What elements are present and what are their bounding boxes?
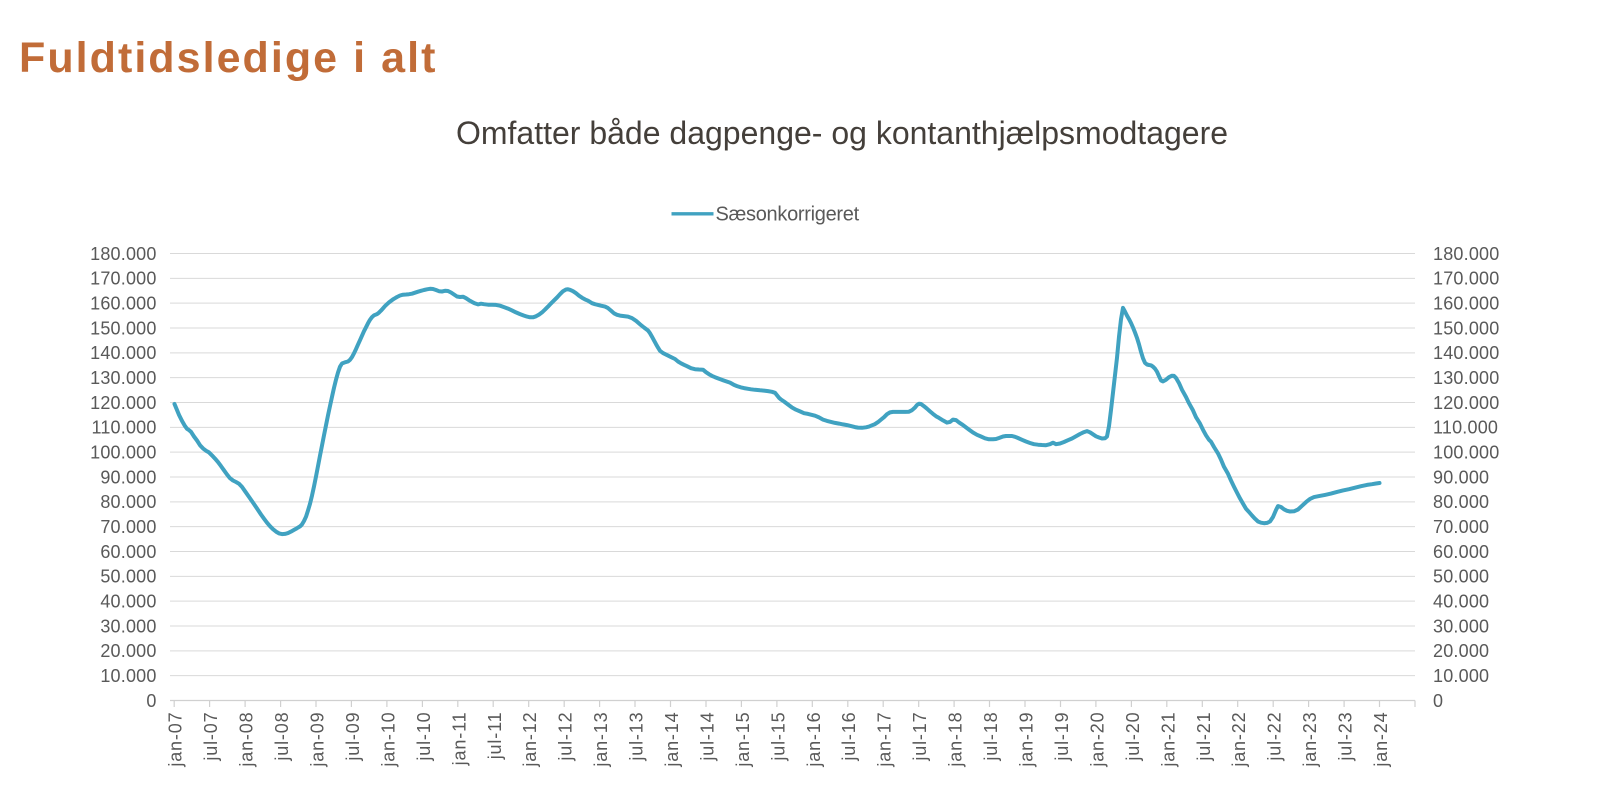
svg-text:jan-08: jan-08 xyxy=(237,712,257,768)
svg-text:jul-21: jul-21 xyxy=(1194,712,1214,762)
svg-text:jan-17: jan-17 xyxy=(875,712,895,768)
svg-text:jul-09: jul-09 xyxy=(343,712,363,762)
svg-text:50.000: 50.000 xyxy=(100,567,156,587)
svg-text:jan-22: jan-22 xyxy=(1229,712,1249,768)
svg-text:80.000: 80.000 xyxy=(1433,492,1489,512)
svg-text:180.000: 180.000 xyxy=(1433,244,1499,264)
svg-text:jan-12: jan-12 xyxy=(520,712,540,768)
svg-text:jul-12: jul-12 xyxy=(556,712,576,762)
svg-text:jan-13: jan-13 xyxy=(591,712,611,768)
svg-text:jul-17: jul-17 xyxy=(910,712,930,762)
svg-text:160.000: 160.000 xyxy=(90,294,156,314)
svg-text:10.000: 10.000 xyxy=(1433,666,1489,686)
svg-text:jan-19: jan-19 xyxy=(1017,712,1037,768)
svg-text:jan-21: jan-21 xyxy=(1158,712,1178,768)
svg-text:jul-20: jul-20 xyxy=(1123,712,1143,762)
svg-text:jul-14: jul-14 xyxy=(698,712,718,762)
svg-text:10.000: 10.000 xyxy=(100,666,156,686)
svg-text:jan-23: jan-23 xyxy=(1300,712,1320,768)
svg-text:jan-11: jan-11 xyxy=(449,712,469,767)
svg-text:50.000: 50.000 xyxy=(1433,567,1489,587)
svg-text:jan-24: jan-24 xyxy=(1371,712,1391,768)
svg-text:40.000: 40.000 xyxy=(100,592,156,612)
svg-text:Fuldtidsledige i alt: Fuldtidsledige i alt xyxy=(19,34,437,82)
svg-text:130.000: 130.000 xyxy=(1433,368,1499,388)
svg-text:jul-22: jul-22 xyxy=(1265,712,1285,762)
svg-text:20.000: 20.000 xyxy=(1433,641,1489,661)
svg-text:170.000: 170.000 xyxy=(1433,269,1499,289)
svg-text:jul-16: jul-16 xyxy=(839,712,859,762)
svg-text:0: 0 xyxy=(146,691,156,711)
svg-text:160.000: 160.000 xyxy=(1433,294,1499,314)
svg-text:110.000: 110.000 xyxy=(91,418,156,438)
svg-text:jul-13: jul-13 xyxy=(627,712,647,762)
svg-text:120.000: 120.000 xyxy=(1433,393,1499,413)
svg-text:30.000: 30.000 xyxy=(100,616,156,636)
svg-text:170.000: 170.000 xyxy=(90,269,156,289)
svg-text:140.000: 140.000 xyxy=(90,343,156,363)
svg-text:jan-16: jan-16 xyxy=(804,712,824,768)
svg-text:100.000: 100.000 xyxy=(90,443,156,463)
svg-text:jul-10: jul-10 xyxy=(414,712,434,762)
svg-text:60.000: 60.000 xyxy=(100,542,156,562)
svg-text:jul-19: jul-19 xyxy=(1052,712,1072,762)
svg-text:110.000: 110.000 xyxy=(1433,418,1498,438)
svg-text:jan-18: jan-18 xyxy=(946,712,966,768)
svg-text:jul-07: jul-07 xyxy=(201,712,221,762)
svg-text:jul-15: jul-15 xyxy=(768,712,788,762)
svg-text:jul-08: jul-08 xyxy=(272,712,292,762)
svg-text:20.000: 20.000 xyxy=(100,641,156,661)
svg-text:jan-10: jan-10 xyxy=(378,712,398,768)
svg-text:Sæsonkorrigeret: Sæsonkorrigeret xyxy=(716,204,860,226)
svg-text:jan-14: jan-14 xyxy=(662,712,682,768)
svg-text:150.000: 150.000 xyxy=(1433,318,1499,338)
svg-text:jan-15: jan-15 xyxy=(733,712,753,768)
svg-text:60.000: 60.000 xyxy=(1433,542,1489,562)
svg-text:30.000: 30.000 xyxy=(1433,616,1489,636)
svg-text:100.000: 100.000 xyxy=(1433,443,1499,463)
svg-text:jul-11: jul-11 xyxy=(485,712,505,761)
svg-text:70.000: 70.000 xyxy=(100,517,156,537)
svg-text:Omfatter både dagpenge- og kon: Omfatter både dagpenge- og kontanthjælps… xyxy=(456,115,1228,151)
svg-text:180.000: 180.000 xyxy=(90,244,156,264)
svg-text:jan-07: jan-07 xyxy=(166,712,186,768)
svg-text:120.000: 120.000 xyxy=(90,393,156,413)
svg-text:jan-20: jan-20 xyxy=(1087,712,1107,768)
svg-text:jul-18: jul-18 xyxy=(981,712,1001,762)
svg-text:140.000: 140.000 xyxy=(1433,343,1499,363)
svg-text:jul-23: jul-23 xyxy=(1336,712,1356,762)
svg-text:90.000: 90.000 xyxy=(100,467,156,487)
svg-text:jan-09: jan-09 xyxy=(308,712,328,768)
svg-text:0: 0 xyxy=(1433,691,1443,711)
svg-text:40.000: 40.000 xyxy=(1433,592,1489,612)
svg-text:150.000: 150.000 xyxy=(90,318,156,338)
svg-text:80.000: 80.000 xyxy=(100,492,156,512)
svg-text:130.000: 130.000 xyxy=(90,368,156,388)
svg-text:70.000: 70.000 xyxy=(1433,517,1489,537)
svg-text:90.000: 90.000 xyxy=(1433,467,1489,487)
